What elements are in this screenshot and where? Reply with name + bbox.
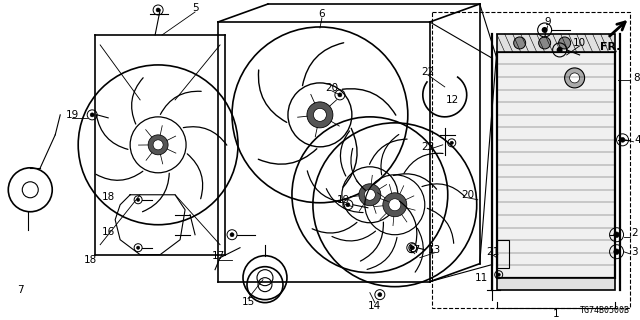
Text: 19: 19 [337,195,351,205]
Text: 14: 14 [368,300,381,311]
Bar [497,240,509,268]
Circle shape [620,137,625,142]
Circle shape [338,93,342,97]
Text: 8: 8 [633,73,640,83]
Text: 20: 20 [325,83,339,93]
Text: 17: 17 [408,245,421,255]
Circle shape [614,249,620,254]
Text: 15: 15 [241,297,255,307]
Circle shape [90,113,94,117]
Circle shape [346,203,350,207]
Circle shape [148,135,168,155]
Text: 7: 7 [17,285,24,295]
Text: 21: 21 [486,247,499,257]
Text: 6: 6 [319,9,325,19]
Text: 2: 2 [631,228,638,238]
Text: 5: 5 [192,3,198,13]
Circle shape [383,193,407,217]
Text: FR.: FR. [600,42,620,52]
Circle shape [557,47,563,53]
Circle shape [359,184,381,206]
Text: 12: 12 [446,95,460,105]
Circle shape [559,37,571,49]
Text: 3: 3 [631,247,638,257]
Text: 1: 1 [552,308,559,319]
Text: 11: 11 [475,273,488,283]
Text: 19: 19 [65,110,79,120]
Circle shape [378,293,382,297]
Bar [497,52,614,278]
Circle shape [307,102,333,128]
Circle shape [412,246,415,249]
Circle shape [230,233,234,237]
Circle shape [450,141,453,144]
Text: 23: 23 [421,142,435,152]
Text: 18: 18 [102,192,115,202]
Circle shape [514,37,525,49]
Text: 20: 20 [461,190,474,200]
Circle shape [410,246,414,250]
Circle shape [153,140,163,150]
Circle shape [314,108,326,121]
Text: TG74B0500B: TG74B0500B [580,306,630,315]
Circle shape [539,37,550,49]
Circle shape [614,232,620,237]
Circle shape [389,199,401,211]
Circle shape [570,73,580,83]
Text: 4: 4 [634,135,640,145]
Text: 16: 16 [102,227,115,237]
Circle shape [156,8,160,12]
Text: 17: 17 [211,251,225,261]
Text: 18: 18 [84,255,97,265]
Bar [497,34,614,52]
Text: 13: 13 [428,245,442,255]
Circle shape [136,246,140,249]
Bar [432,12,630,308]
Text: 22: 22 [421,67,435,77]
Text: 9: 9 [545,17,551,27]
Text: 10: 10 [573,38,586,48]
Circle shape [136,198,140,201]
Bar [497,278,614,290]
Circle shape [564,68,584,88]
Circle shape [364,189,375,200]
Circle shape [541,27,548,33]
Circle shape [497,273,500,276]
